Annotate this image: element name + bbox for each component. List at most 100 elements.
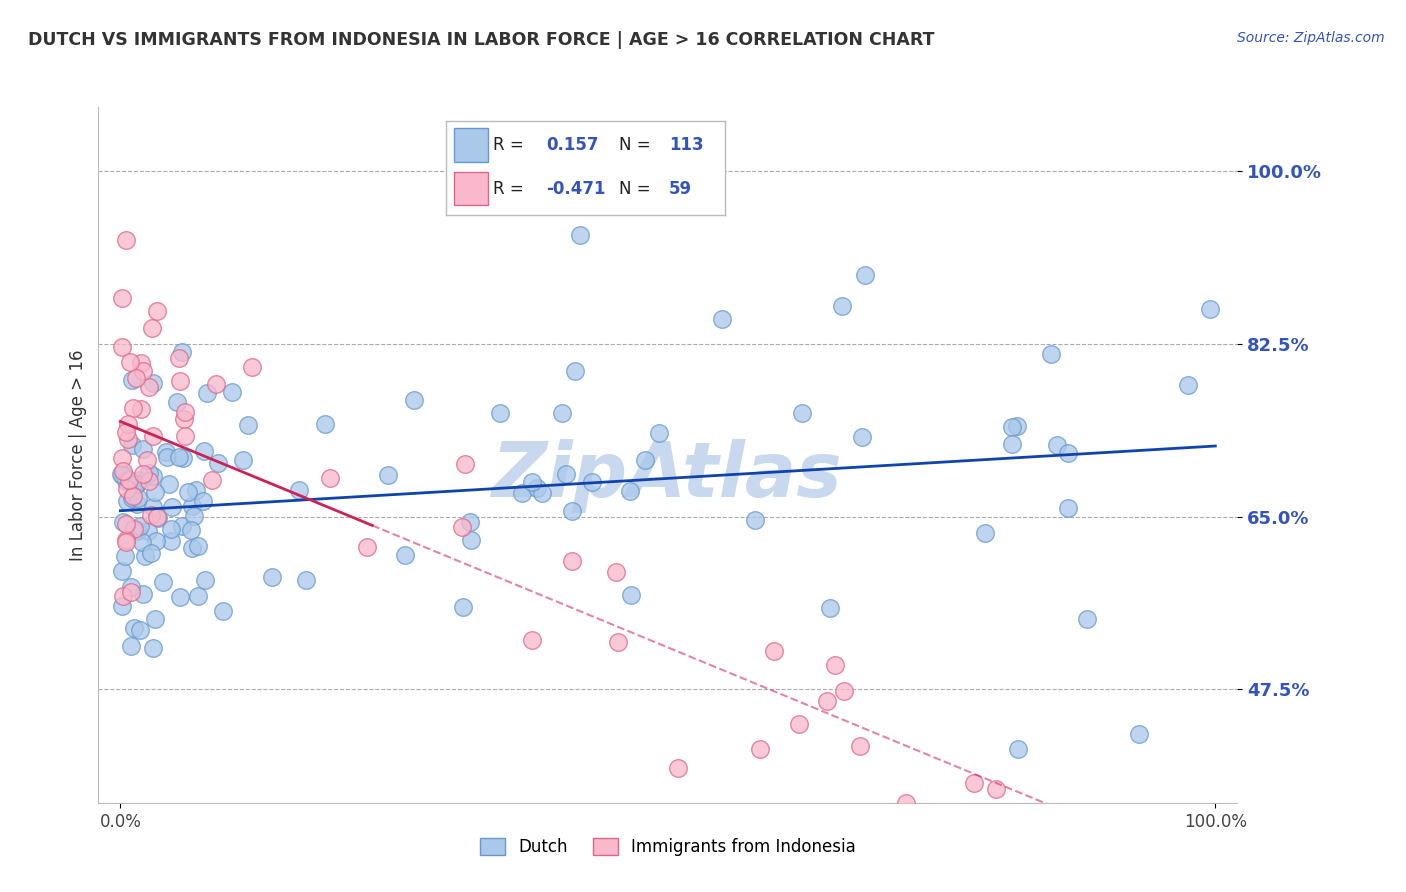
Point [115, 425, 138, 439]
Point [145, 510, 167, 524]
Text: ZipAtlas: ZipAtlas [492, 439, 844, 513]
Point [112, 464, 135, 478]
Point [180, 499, 202, 513]
Point [240, 359, 263, 374]
Point [141, 546, 163, 560]
Point [711, 311, 734, 326]
Point [143, 612, 166, 626]
Point [314, 417, 336, 431]
Point [111, 340, 134, 354]
Point [172, 450, 194, 465]
Point [112, 515, 135, 529]
Point [648, 425, 671, 440]
Point [606, 635, 628, 649]
Point [1076, 612, 1098, 626]
Point [1000, 437, 1022, 451]
Point [174, 428, 197, 442]
Point [744, 513, 766, 527]
Point [155, 445, 177, 459]
Point [207, 456, 229, 470]
Point [114, 535, 136, 549]
Point [454, 458, 477, 472]
Point [749, 742, 772, 756]
Point [824, 658, 846, 673]
Point [512, 486, 534, 500]
Point [121, 585, 143, 599]
Point [377, 467, 399, 482]
Point [1057, 446, 1080, 460]
Point [1057, 500, 1080, 515]
Point [194, 573, 217, 587]
Point [159, 477, 181, 491]
Point [232, 452, 254, 467]
Point [115, 482, 138, 496]
Point [131, 587, 153, 601]
Point [605, 565, 627, 579]
Point [110, 564, 132, 578]
Point [125, 476, 148, 491]
Point [834, 684, 856, 698]
Point [1199, 302, 1222, 317]
Point [180, 524, 202, 538]
Point [110, 467, 132, 482]
Point [520, 632, 543, 647]
Point [125, 476, 148, 491]
Point [221, 384, 243, 399]
Point [142, 429, 165, 443]
Point [115, 533, 138, 547]
Point [853, 268, 876, 282]
Point [460, 533, 482, 547]
Point [619, 484, 641, 499]
Point [111, 467, 134, 482]
Point [762, 644, 785, 658]
Point [451, 520, 474, 534]
Point [488, 406, 510, 420]
Point [531, 485, 554, 500]
Point [131, 363, 153, 377]
Point [125, 370, 148, 384]
Point [128, 473, 150, 487]
Point [124, 621, 146, 635]
Point [205, 377, 228, 392]
Point [120, 355, 142, 369]
Point [973, 525, 995, 540]
Point [122, 401, 145, 415]
Point [169, 590, 191, 604]
Point [169, 375, 191, 389]
Point [1001, 420, 1024, 434]
Legend: Dutch, Immigrants from Indonesia: Dutch, Immigrants from Indonesia [471, 830, 865, 864]
Point [160, 522, 183, 536]
Point [111, 599, 134, 613]
Point [564, 364, 586, 378]
Point [634, 453, 657, 467]
Point [818, 600, 841, 615]
Point [115, 517, 138, 532]
Point [111, 467, 134, 481]
Point [120, 580, 142, 594]
Point [129, 356, 152, 370]
Point [787, 716, 810, 731]
Point [142, 376, 165, 390]
Point [569, 228, 592, 243]
Point [111, 450, 134, 465]
Point [520, 475, 543, 490]
Point [142, 468, 165, 483]
Point [460, 515, 482, 529]
Point [1007, 741, 1029, 756]
Point [132, 467, 155, 481]
Point [197, 386, 219, 401]
Point [236, 417, 259, 432]
Point [1040, 347, 1063, 361]
Point [183, 509, 205, 524]
Point [187, 589, 209, 603]
Point [1005, 419, 1028, 434]
Point [896, 796, 918, 810]
Point [555, 467, 578, 481]
Point [1128, 727, 1150, 741]
Point [169, 351, 191, 365]
Point [177, 485, 200, 500]
Point [173, 412, 195, 426]
Point [115, 474, 138, 488]
Point [122, 489, 145, 503]
Point [1045, 438, 1067, 452]
